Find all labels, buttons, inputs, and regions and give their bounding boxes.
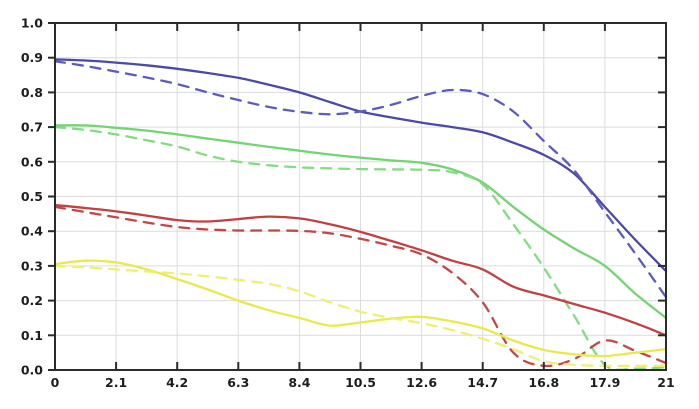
y-tick-label: 0.7 <box>21 120 43 135</box>
series-line-blue-dashed <box>53 60 668 299</box>
x-tick-label: 4.2 <box>166 375 188 390</box>
x-tick-label: 8.4 <box>288 375 310 390</box>
x-tick-label: 10.5 <box>345 375 376 390</box>
y-tick-label: 0.1 <box>21 328 43 343</box>
x-tick-label: 0 <box>51 375 60 390</box>
y-tick-label: 0.6 <box>21 154 43 169</box>
series-line-green-solid <box>53 124 668 320</box>
y-tick-label: 0.3 <box>21 258 43 273</box>
x-tick-label: 12.6 <box>406 375 437 390</box>
series-line-red-solid <box>53 204 668 337</box>
y-tick-label: 0.0 <box>21 363 43 378</box>
y-tick-label: 1.0 <box>21 16 43 31</box>
x-tick-label: 2.1 <box>105 375 127 390</box>
x-tick-label: 14.7 <box>467 375 498 390</box>
y-tick-label: 0.8 <box>21 85 43 100</box>
x-tick-label: 21 <box>657 375 674 390</box>
y-tick-label: 0.5 <box>21 189 43 204</box>
x-tick-label: 16.8 <box>528 375 559 390</box>
x-tick-label: 6.3 <box>227 375 249 390</box>
x-tick-label: 17.9 <box>589 375 620 390</box>
y-tick-label: 0.9 <box>21 50 43 65</box>
y-tick-label: 0.4 <box>21 224 43 239</box>
y-tick-label: 0.2 <box>21 293 43 308</box>
series-line-red-dashed <box>53 205 668 368</box>
series-line-yellow-dashed <box>53 264 668 368</box>
